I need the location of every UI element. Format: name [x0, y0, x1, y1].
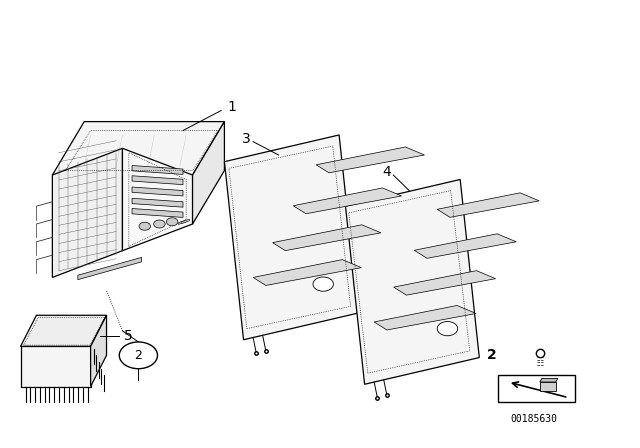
Text: 00185630: 00185630	[510, 414, 557, 424]
Polygon shape	[52, 148, 122, 277]
Polygon shape	[273, 225, 381, 250]
Text: 2: 2	[487, 349, 497, 362]
Text: 4: 4	[383, 165, 391, 179]
Polygon shape	[132, 198, 183, 207]
Circle shape	[154, 220, 165, 228]
Bar	[499, 375, 575, 402]
Polygon shape	[225, 135, 358, 340]
Polygon shape	[253, 260, 362, 285]
Polygon shape	[132, 165, 183, 174]
Circle shape	[139, 222, 150, 230]
Polygon shape	[374, 306, 476, 330]
Polygon shape	[316, 147, 424, 173]
Circle shape	[313, 277, 333, 291]
Polygon shape	[122, 148, 193, 251]
Polygon shape	[132, 176, 183, 185]
Circle shape	[119, 342, 157, 369]
Circle shape	[166, 218, 178, 226]
Polygon shape	[293, 188, 401, 214]
Text: 1: 1	[228, 100, 236, 114]
Polygon shape	[91, 315, 106, 387]
Polygon shape	[179, 220, 186, 224]
Text: 3: 3	[243, 132, 251, 146]
Polygon shape	[394, 271, 495, 295]
Polygon shape	[346, 180, 479, 384]
Polygon shape	[182, 219, 189, 224]
Polygon shape	[540, 379, 557, 382]
Polygon shape	[20, 346, 91, 387]
Polygon shape	[193, 121, 225, 224]
Polygon shape	[437, 193, 540, 217]
Text: 5: 5	[124, 329, 133, 343]
Polygon shape	[132, 208, 183, 217]
Text: 2: 2	[134, 349, 142, 362]
Polygon shape	[78, 258, 141, 280]
Circle shape	[437, 322, 458, 336]
Polygon shape	[52, 121, 225, 175]
Polygon shape	[132, 187, 183, 196]
Polygon shape	[540, 382, 556, 391]
Polygon shape	[20, 315, 106, 346]
Polygon shape	[414, 234, 516, 258]
